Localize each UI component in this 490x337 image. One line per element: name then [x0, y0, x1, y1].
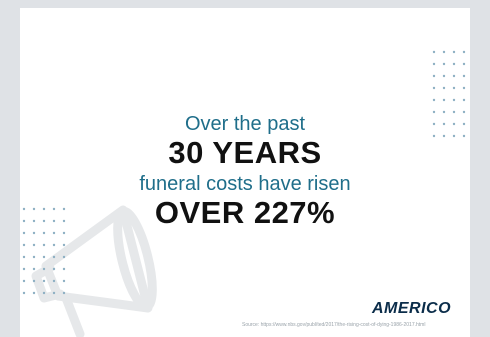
dot-pattern-right: [432, 50, 466, 138]
headline-years: 30 YEARS: [168, 135, 322, 170]
brand-logo: AMERICO: [372, 300, 452, 317]
source-citation: Source: https://www.nbs.gov/publ/ted/201…: [242, 322, 426, 328]
infographic-card: Over the past 30 YEARS funeral costs hav…: [20, 8, 470, 337]
megaphone-icon: [31, 205, 157, 337]
headline-block: Over the past 30 YEARS funeral costs hav…: [20, 112, 470, 230]
headline-subject: funeral costs have risen: [139, 173, 351, 195]
dot-pattern-left: [22, 207, 66, 295]
headline-intro: Over the past: [184, 113, 306, 135]
headline-percentage: OVER 227%: [154, 195, 336, 230]
